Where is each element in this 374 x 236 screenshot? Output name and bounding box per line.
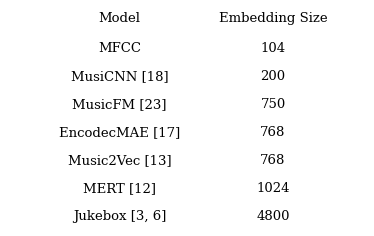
Text: Music2Vec [13]: Music2Vec [13] xyxy=(68,154,172,167)
Text: MERT [12]: MERT [12] xyxy=(83,182,156,195)
Text: 750: 750 xyxy=(260,98,286,111)
Text: 1024: 1024 xyxy=(256,182,290,195)
Text: Embedding Size: Embedding Size xyxy=(219,12,327,25)
Text: 104: 104 xyxy=(260,42,286,55)
Text: EncodecMAE [17]: EncodecMAE [17] xyxy=(59,126,180,139)
Text: 768: 768 xyxy=(260,126,286,139)
Text: MFCC: MFCC xyxy=(98,42,141,55)
Text: MusicFM [23]: MusicFM [23] xyxy=(73,98,167,111)
Text: Model: Model xyxy=(99,12,141,25)
Text: 768: 768 xyxy=(260,154,286,167)
Text: Jukebox [3, 6]: Jukebox [3, 6] xyxy=(73,210,166,223)
Text: MusiCNN [18]: MusiCNN [18] xyxy=(71,70,169,83)
Text: 4800: 4800 xyxy=(256,210,290,223)
Text: 200: 200 xyxy=(260,70,286,83)
